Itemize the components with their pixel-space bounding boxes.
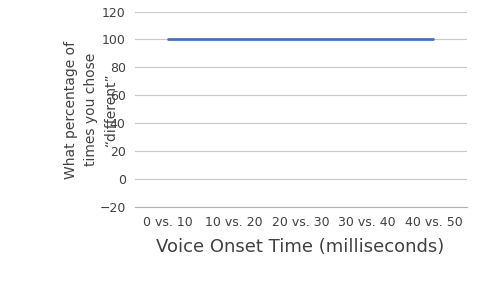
X-axis label: Voice Onset Time (milliseconds): Voice Onset Time (milliseconds) <box>156 238 444 256</box>
Y-axis label: What percentage of
times you chose
“different”: What percentage of times you chose “diff… <box>64 40 117 179</box>
